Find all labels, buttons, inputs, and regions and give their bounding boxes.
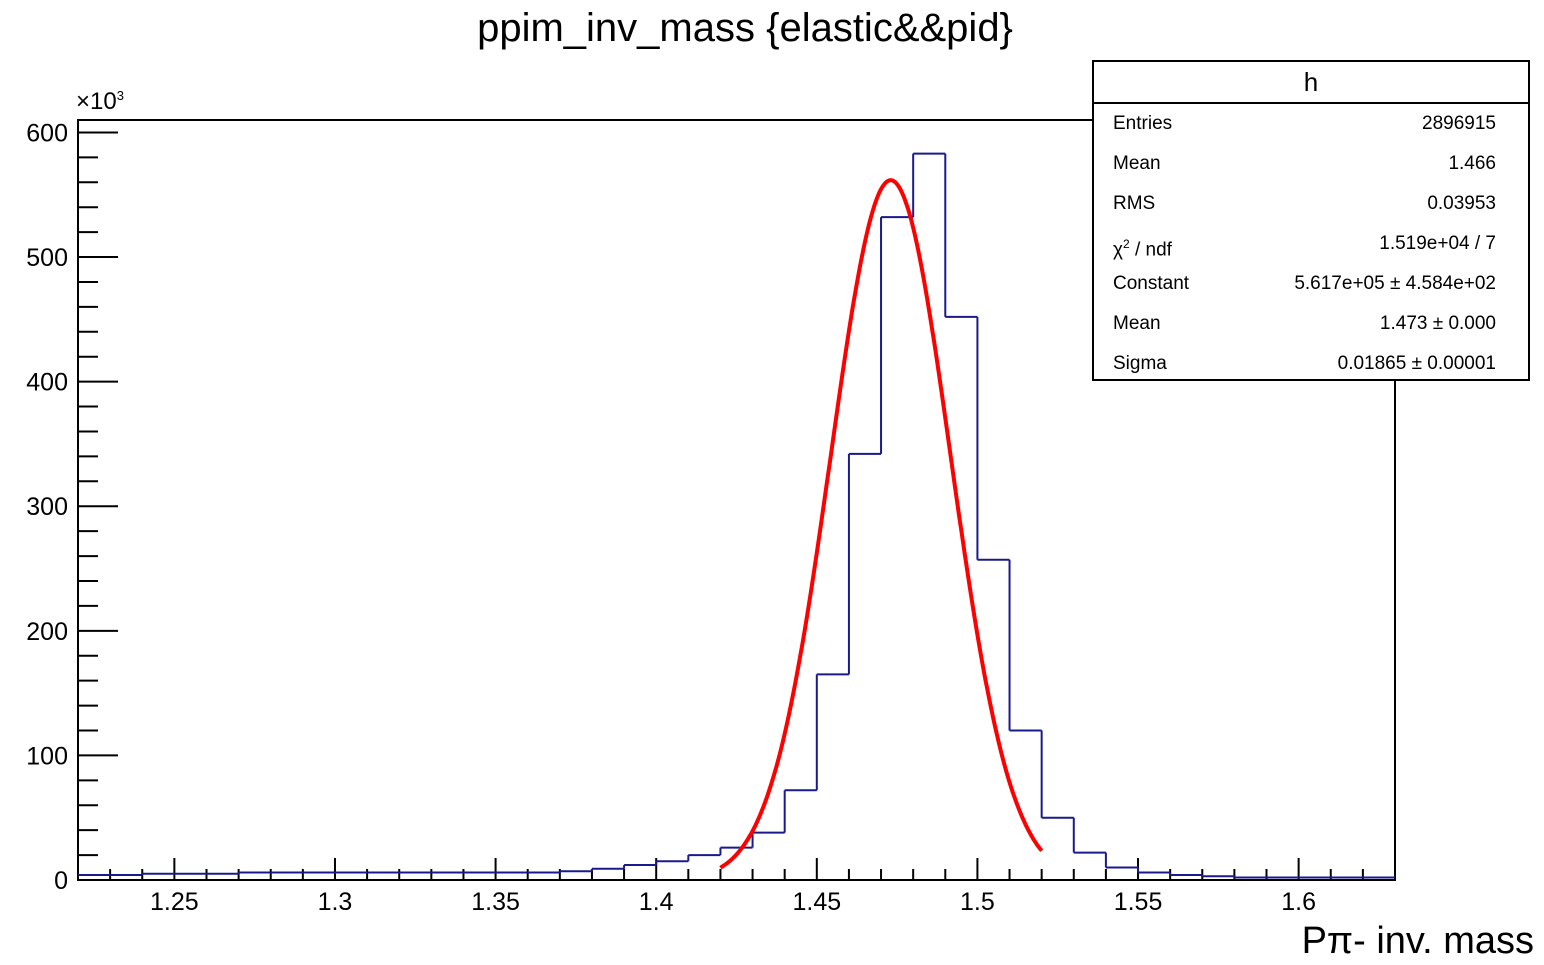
stats-key: Constant: [1113, 273, 1190, 294]
stats-row-fit-mean: Mean 1.473 ± 0.000: [1094, 304, 1528, 344]
chi-exponent: 2: [1122, 237, 1130, 251]
x-tick-label: 1.35: [471, 888, 520, 916]
y-tick-label: 600: [26, 119, 68, 147]
y-tick-label: 100: [26, 742, 68, 770]
stats-key: Mean: [1113, 153, 1161, 174]
ndf-label: / ndf: [1129, 239, 1172, 261]
stats-key: RMS: [1113, 193, 1156, 214]
stats-row-chi2: χ2 / ndf 1.519e+04 / 7: [1094, 224, 1528, 264]
stats-value: 0.03953: [1427, 193, 1496, 214]
x-tick-label: 1.6: [1281, 888, 1316, 916]
stats-value: 5.617e+05 ± 4.584e+02: [1294, 273, 1496, 294]
stats-key: Entries: [1113, 113, 1173, 134]
stats-row-mean: Mean 1.466: [1094, 144, 1528, 184]
x-tick-label: 1.55: [1114, 888, 1163, 916]
y-tick-label: 300: [26, 493, 68, 521]
x-tick-label: 1.3: [318, 888, 353, 916]
stats-value: 2896915: [1422, 113, 1496, 134]
x-tick-label: 1.45: [792, 888, 841, 916]
stats-key: χ2 / ndf: [1113, 224, 1172, 270]
y-tick-label: 400: [26, 369, 68, 397]
chi-symbol: χ: [1113, 239, 1123, 261]
stats-row-constant: Constant 5.617e+05 ± 4.584e+02: [1094, 264, 1528, 304]
stats-key: Mean: [1113, 313, 1161, 334]
stats-box: h Entries 2896915 Mean 1.466 RMS 0.03953…: [1092, 60, 1530, 381]
plot-frame: [77, 119, 1396, 881]
stats-key: Sigma: [1113, 353, 1167, 374]
stats-value: 1.473 ± 0.000: [1379, 313, 1496, 334]
stats-title: h: [1094, 62, 1528, 104]
y-tick-label: 200: [26, 618, 68, 646]
y-tick-label: 500: [26, 244, 68, 272]
y-axis-multiplier: ×103: [76, 88, 124, 116]
y-tick-label: 0: [54, 867, 68, 895]
gaussian-fit-curve: [719, 178, 1044, 870]
stats-value: 1.519e+04 / 7: [1379, 233, 1496, 254]
stats-value: 1.466: [1448, 153, 1496, 174]
y-multiplier-exponent: 3: [116, 88, 124, 103]
x-tick-label: 1.5: [960, 888, 995, 916]
x-tick-label: 1.4: [639, 888, 674, 916]
stats-row-sigma: Sigma 0.01865 ± 0.00001: [1094, 344, 1528, 384]
y-multiplier-base: ×10: [76, 88, 117, 115]
x-axis-label: Pπ- inv. mass: [1301, 920, 1534, 962]
stats-row-rms: RMS 0.03953: [1094, 184, 1528, 224]
chart-title: ppim_inv_mass {elastic&&pid}: [477, 6, 1013, 50]
stats-value: 0.01865 ± 0.00001: [1337, 353, 1496, 374]
x-tick-label: 1.25: [150, 888, 199, 916]
stats-row-entries: Entries 2896915: [1094, 104, 1528, 144]
